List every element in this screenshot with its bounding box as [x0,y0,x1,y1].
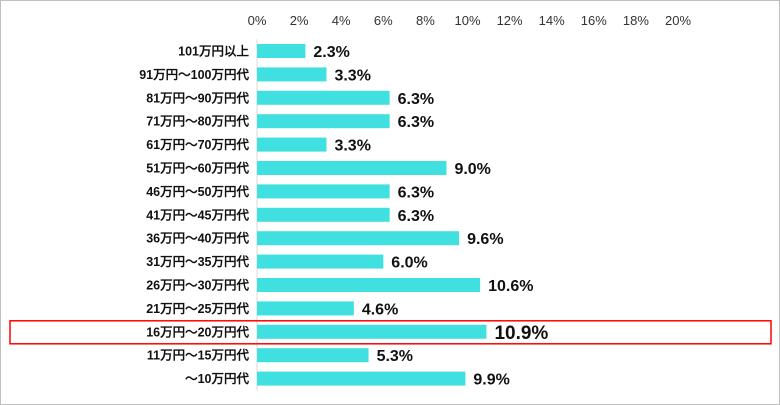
category-label: 46万円～50万円代 [146,184,249,199]
bar [257,371,466,386]
category-label: 81万円～90万円代 [146,90,249,105]
x-tick-label: 14% [539,13,565,28]
bar [257,348,369,363]
x-tick-label: 0% [248,13,267,28]
category-labels: 101万円以上 91万円～100万円代 81万円～90万円代 71万円～80万円代 61… [139,44,249,387]
bar [257,67,327,82]
data-label: 10.9% [494,323,548,344]
category-label: 26万円～30万円代 [146,278,249,293]
data-label: 3.3% [334,67,370,84]
category-label: ～10万円代 [185,371,249,386]
data-label: 6.3% [398,114,434,131]
x-tick-label: 20% [665,13,691,28]
category-label: 21万円～25万円代 [146,301,249,316]
data-label: 6.3% [398,184,434,201]
x-tick-label: 18% [623,13,649,28]
category-label: 16万円～20万円代 [146,324,249,339]
x-axis-ticks: 0% 2% 4% 6% 8% 10% 12% 14% 16% 18% 20% [248,13,692,28]
bar [257,184,390,199]
bar [257,114,390,129]
data-labels: 2.3% 3.3% 6.3% 6.3% 3.3% 9.0% 6.3% 6.3% 9.6% 6.0%… [313,44,548,389]
x-tick-label: 6% [374,13,393,28]
x-tick-label: 2% [290,13,309,28]
bar [257,278,481,292]
bar [257,231,460,246]
bar [257,301,354,316]
bar [257,207,390,222]
data-label: 10.6% [488,278,533,295]
bar [257,137,327,152]
data-label: 6.3% [398,208,434,225]
x-tick-label: 10% [454,13,480,28]
x-tick-label: 12% [497,13,523,28]
category-label: 61万円～70万円代 [146,137,249,152]
data-label: 6.3% [398,91,434,108]
highlight-box [9,320,772,345]
data-label: 2.3% [313,44,349,61]
category-label: 91万円～100万円代 [139,67,249,82]
category-label: 11万円～15万円代 [147,348,250,363]
x-tick-label: 16% [581,13,607,28]
data-label: 6.0% [391,255,427,272]
data-label: 3.3% [334,138,370,155]
category-label: 31万円～35万円代 [146,254,249,269]
data-label: 9.0% [454,161,490,178]
category-label: 51万円～60万円代 [146,161,249,176]
data-label: 9.9% [473,372,509,389]
bars [257,44,487,386]
category-label: 41万円～45万円代 [146,207,249,222]
bar [257,324,487,339]
bar [257,254,384,269]
category-label: 101万円以上 [178,44,249,59]
bar [257,44,306,58]
data-label: 4.6% [362,301,398,318]
x-tick-label: 8% [416,13,435,28]
bar [257,161,447,175]
category-label: 71万円～80万円代 [146,114,249,129]
x-tick-label: 4% [332,13,351,28]
category-label: 36万円～40万円代 [146,231,249,246]
data-label: 5.3% [377,348,413,365]
data-label: 9.6% [467,231,503,248]
bar [257,90,390,105]
